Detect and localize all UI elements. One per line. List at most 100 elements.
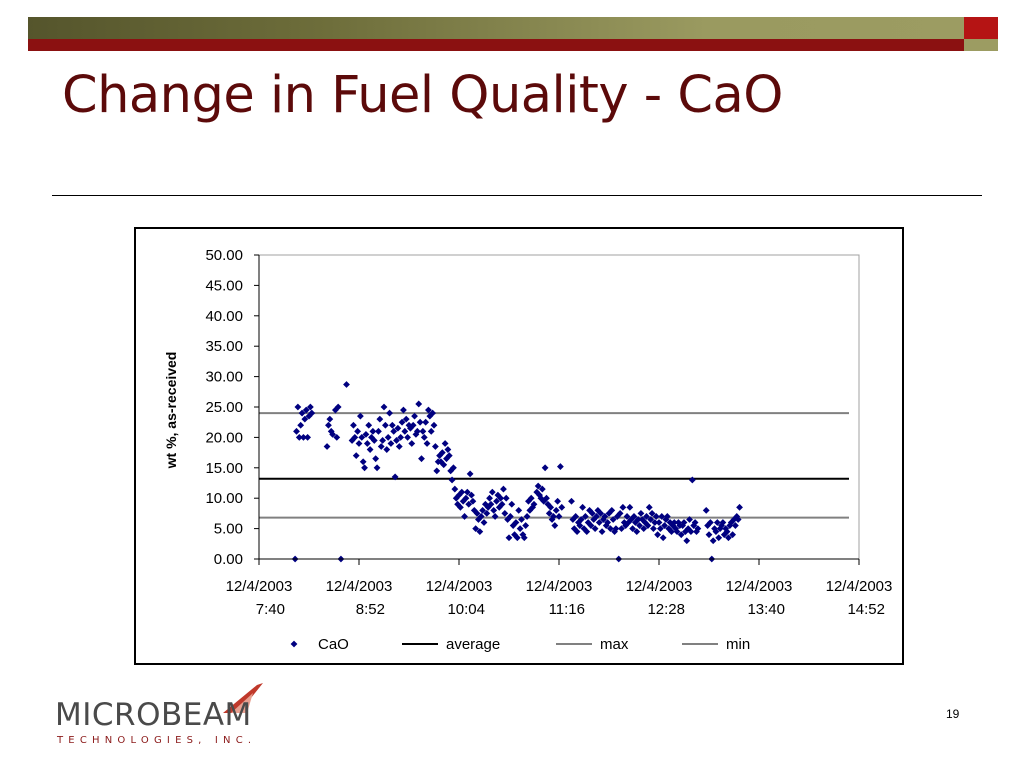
cao-point [300, 434, 307, 441]
cao-point [683, 537, 691, 545]
cao-point [370, 437, 378, 444]
cao-point [673, 528, 681, 536]
cao-point [402, 415, 410, 423]
cao-point [409, 421, 417, 429]
cao-point [383, 446, 391, 453]
cao-point [458, 488, 466, 496]
cao-point [465, 500, 473, 508]
cao-point [604, 519, 612, 526]
cao-point [651, 519, 659, 526]
cao-point [545, 510, 553, 517]
cao-point [655, 519, 663, 526]
cao-point [491, 513, 499, 520]
cao-point [304, 434, 312, 441]
cao-point [555, 513, 563, 520]
x-tick-label-date: 12/4/2003 [226, 578, 293, 595]
cao-point [480, 519, 488, 526]
cao-point [358, 434, 366, 441]
cao-point [734, 516, 742, 523]
cao-point [691, 519, 699, 526]
cao-point [323, 443, 331, 450]
cao-point [352, 452, 360, 460]
cao-point [609, 516, 617, 523]
cao-point [423, 440, 431, 447]
cao-point [558, 503, 566, 511]
cao-point [640, 525, 648, 532]
cao-point [479, 506, 487, 514]
cao-point [483, 510, 491, 517]
cao-point [433, 467, 441, 475]
legend-cao-marker [290, 640, 298, 648]
cao-point [376, 415, 384, 423]
cao-point [429, 409, 437, 417]
cao-point [576, 522, 584, 529]
cao-point [541, 464, 549, 472]
cao-point [702, 506, 710, 514]
x-tick-label-date: 12/4/2003 [826, 578, 893, 595]
cao-point [723, 528, 731, 536]
cao-point [508, 500, 516, 508]
y-tick-label: 50.00 [205, 247, 243, 264]
cao-point [641, 519, 649, 526]
cao-point [490, 506, 498, 514]
cao-point [687, 528, 695, 536]
cao-point [552, 506, 560, 514]
cao-point [523, 513, 531, 520]
cao-point [384, 434, 392, 441]
cao-point [448, 476, 456, 484]
cao-point [359, 458, 367, 466]
cao-point [506, 513, 514, 520]
legend-label-average: average [446, 636, 500, 653]
cao-point [568, 497, 575, 505]
logo-name: MICROBEAM [55, 697, 252, 733]
cao-point [418, 455, 425, 463]
cao-point [416, 418, 424, 426]
cao-point [463, 488, 471, 496]
cao-point [573, 528, 581, 536]
cao-point [534, 482, 542, 490]
cao-point [616, 510, 624, 517]
cao-point [361, 464, 368, 472]
cao-point [500, 485, 507, 493]
cao-point [488, 488, 496, 496]
cao-point [595, 519, 603, 526]
cao-point [306, 403, 314, 411]
cao-point [644, 522, 652, 529]
y-tick-label: 30.00 [205, 369, 243, 386]
cao-point [450, 464, 457, 472]
cao-point [730, 516, 738, 523]
cao-point [422, 418, 430, 426]
cao-point [411, 412, 418, 420]
cao-point [363, 440, 371, 447]
cao-point [654, 531, 662, 539]
cao-point [627, 516, 635, 523]
cao-point [686, 516, 693, 523]
header-accent-top [964, 17, 998, 39]
cao-point [365, 421, 373, 429]
cao-point [680, 519, 688, 526]
cao-point [394, 424, 402, 432]
cao-point [301, 415, 309, 423]
cao-point [709, 537, 717, 545]
cao-point [451, 485, 459, 493]
cao-point [629, 525, 637, 532]
cao-point [377, 443, 385, 450]
cao-point [381, 421, 389, 429]
slide-title: Change in Fuel Quality - CaO [62, 66, 783, 125]
chart-frame: 0.00 5.00 10.00 15.00 20.00 25.00 30.00 35.00 40… [134, 227, 904, 665]
cao-point [543, 494, 550, 502]
cao-point [362, 430, 370, 438]
cao-point [648, 510, 656, 517]
cao-point [431, 443, 439, 450]
cao-point [518, 516, 525, 523]
cao-point [650, 525, 657, 532]
cao-point [351, 434, 359, 441]
cao-point [415, 400, 423, 408]
cao-point [705, 531, 713, 539]
logo-beam-icon [223, 683, 263, 713]
cao-point [476, 528, 484, 536]
cao-point [408, 440, 416, 447]
cao-point [302, 406, 310, 414]
cao-point [645, 503, 653, 511]
cao-point [706, 519, 714, 526]
